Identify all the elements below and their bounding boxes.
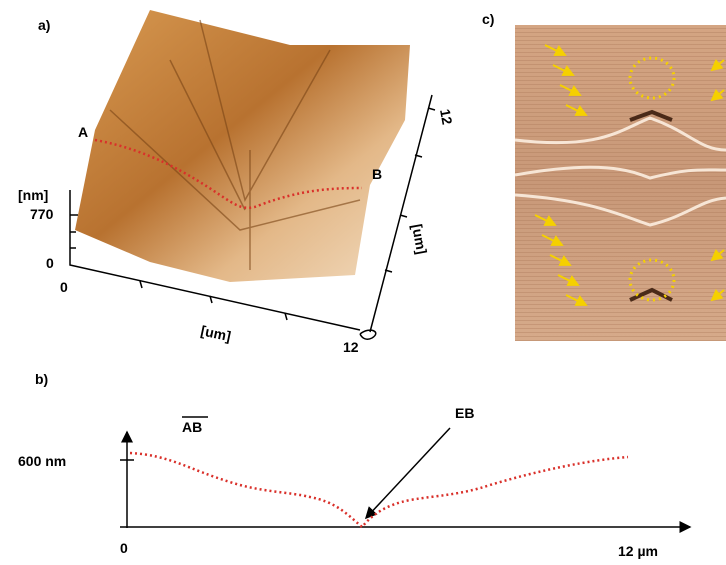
tick-label: 0 bbox=[120, 540, 128, 556]
profile-label: AB bbox=[182, 419, 202, 435]
tick-label: 0 bbox=[46, 255, 54, 271]
afm-texture bbox=[515, 25, 726, 341]
axis-unit: [um] bbox=[199, 322, 232, 344]
y-label: 600 nm bbox=[18, 453, 66, 469]
surface bbox=[75, 10, 410, 282]
point-label: A bbox=[78, 124, 88, 140]
origin-mark bbox=[360, 330, 376, 339]
annotation-arrow bbox=[366, 428, 450, 518]
tick-label: 12 µm bbox=[618, 543, 658, 559]
axis-unit: [nm] bbox=[18, 187, 48, 203]
tick-label: 770 bbox=[30, 206, 54, 222]
profile-line bbox=[130, 453, 628, 527]
panel-c: c) bbox=[482, 11, 726, 341]
figure: a) A B [nm] 770 0 0 [um] 12 12 [um] c) bbox=[0, 0, 726, 565]
panel-label: a) bbox=[38, 17, 50, 33]
panel-b: b) 600 nm AB EB 0 12 µm bbox=[18, 371, 690, 559]
panel-a: a) A B [nm] 770 0 0 [um] 12 12 [um] bbox=[18, 10, 456, 355]
point-label: B bbox=[372, 166, 382, 182]
tick-label: 12 bbox=[343, 339, 359, 355]
tick-label: 12 bbox=[437, 108, 455, 126]
axis-unit: [um] bbox=[409, 223, 430, 256]
panel-label: c) bbox=[482, 11, 494, 27]
panel-label: b) bbox=[35, 371, 48, 387]
tick-label: 0 bbox=[60, 279, 68, 295]
annotation: EB bbox=[455, 405, 474, 421]
